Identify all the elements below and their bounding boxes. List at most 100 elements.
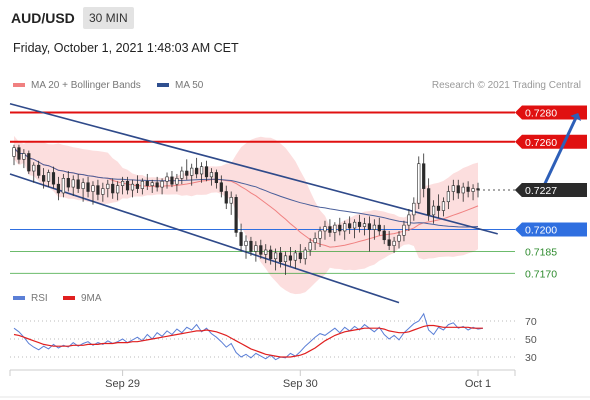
candle-body	[239, 232, 243, 246]
candle-body	[244, 240, 248, 246]
rsi-level-label-70: 70	[525, 316, 537, 328]
candle	[214, 169, 218, 189]
candle-body	[135, 183, 140, 189]
candle-body	[471, 188, 475, 192]
candle-body	[382, 230, 386, 241]
candle	[456, 179, 460, 199]
candle	[352, 219, 357, 239]
legend-item-9ma: 9MA	[63, 293, 102, 304]
candle	[397, 230, 401, 249]
candle-body	[367, 223, 372, 230]
candle-body	[37, 164, 41, 176]
candle-body	[436, 205, 441, 211]
candle-body	[22, 153, 26, 160]
candle-body	[96, 185, 100, 195]
bollinger-band-layer	[14, 135, 478, 295]
candle	[323, 220, 327, 240]
candle	[264, 244, 268, 264]
candle	[71, 175, 75, 196]
level-label-07185: 0.7185	[525, 246, 557, 258]
legend-item-ma50: MA 50	[157, 80, 203, 91]
candle-body	[352, 221, 357, 229]
candle	[283, 251, 288, 275]
chart-datetime: Friday, October 1, 2021 1:48:03 AM CET	[13, 41, 239, 55]
candle-body	[412, 202, 416, 216]
candle	[372, 219, 376, 240]
candle	[17, 144, 21, 164]
candle-body	[61, 178, 65, 194]
candle-body	[313, 237, 317, 243]
rsi-level-label-30: 30	[525, 352, 537, 364]
candle-body	[71, 179, 75, 188]
candle-body	[145, 180, 149, 186]
candle-body	[476, 188, 480, 191]
candle	[185, 159, 189, 180]
candle-body	[51, 172, 56, 185]
rsi-panel: 70 50 30	[10, 312, 537, 364]
timeframe-badge[interactable]: 30 MIN	[83, 7, 134, 29]
ma50-line	[13, 147, 479, 228]
candle	[436, 194, 441, 218]
level-tag-07280: 0.7280	[515, 105, 587, 120]
candle-body	[175, 178, 179, 185]
level-tag-bg-07280	[515, 105, 587, 120]
legend-label-ma50: MA 50	[175, 80, 204, 91]
candle	[145, 173, 149, 191]
candle-body	[377, 224, 381, 232]
candle	[451, 179, 455, 201]
candle-body	[461, 186, 465, 194]
candle	[140, 178, 144, 195]
candle-body	[308, 242, 312, 251]
candle	[269, 245, 273, 265]
level-label-07260: 0.7260	[525, 137, 557, 149]
candle-body	[254, 245, 258, 252]
candle	[111, 178, 115, 199]
candle	[96, 179, 100, 201]
candle	[362, 217, 367, 236]
candle	[76, 173, 80, 193]
candle-body	[234, 197, 238, 233]
candle-body	[318, 230, 322, 239]
candle	[229, 191, 233, 215]
legend-swatch-9ma	[63, 296, 75, 301]
candle	[195, 157, 199, 179]
candle-body	[431, 205, 436, 216]
legend-label-9ma: 9MA	[81, 293, 102, 304]
candle-body	[101, 188, 105, 195]
candle	[125, 176, 130, 195]
candle-body	[165, 176, 169, 182]
candles-layer	[12, 144, 480, 275]
legend-item-rsi: RSI	[13, 293, 48, 304]
rsi-line	[13, 312, 483, 361]
candle-body	[269, 249, 273, 260]
candle-body	[348, 223, 352, 229]
current-price-label: 0.7227	[525, 185, 557, 197]
candle-body	[180, 170, 184, 179]
candle-body	[274, 252, 278, 260]
candle	[150, 179, 154, 193]
candle-body	[111, 183, 115, 194]
candle	[417, 156, 421, 210]
candle	[382, 225, 386, 245]
candle-body	[224, 191, 228, 204]
candle	[343, 220, 347, 240]
candle	[244, 235, 248, 259]
candle-body	[338, 224, 342, 232]
candle	[466, 181, 470, 198]
candle	[56, 176, 61, 201]
candle	[130, 179, 135, 198]
forecast-arrow	[539, 112, 582, 193]
x-tick-label: Sep 29	[105, 378, 140, 390]
level-tag-bg-07200	[515, 222, 587, 237]
candle-body	[160, 180, 164, 188]
current-price-tag	[515, 183, 587, 198]
level-labels-layer: 0.72800.72600.72270.72000.71850.71700.72…	[515, 105, 587, 280]
x-tick-label: Sep 30	[283, 378, 318, 390]
channel-layer	[9, 102, 498, 304]
candle	[101, 182, 105, 202]
legend-swatch-rsi	[13, 296, 25, 301]
candle	[239, 223, 243, 252]
candle-body	[195, 167, 199, 175]
candle	[106, 179, 110, 198]
